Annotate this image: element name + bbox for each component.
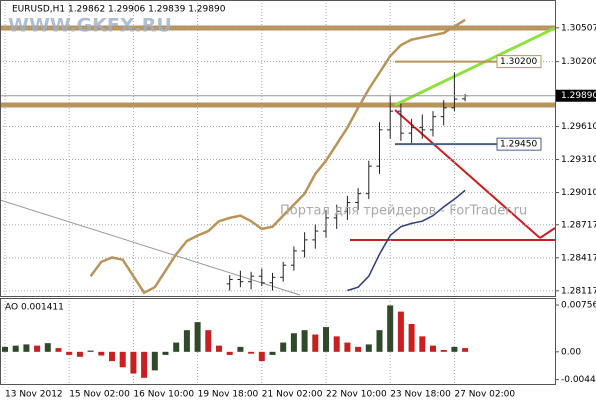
chart-title: EURUSD,H1 1.29862 1.29906 1.29839 1.2989… [12, 5, 226, 15]
trend-line [0, 199, 301, 296]
x-tick-label: 23 Nov 18:00 [390, 390, 451, 400]
y-tick-label: 1.28717 [561, 220, 596, 230]
ao-bar [141, 351, 148, 378]
x-tick-label: 16 Nov 10:00 [133, 390, 194, 400]
ao-bar [194, 322, 201, 352]
y-tick-label: 1.30200 [561, 57, 596, 67]
ao-bar [344, 342, 351, 352]
ao-bar [376, 330, 383, 352]
green-trend-line [394, 26, 556, 107]
ao-bar [355, 346, 362, 352]
y-tick-label: 1.30507 [561, 23, 596, 33]
ao-bar [66, 351, 73, 355]
y-tick-label: 1.28417 [561, 253, 596, 263]
ao-bar [226, 351, 233, 355]
ao-frame [0, 298, 556, 385]
watermark: WWW.GKFX.RU [8, 15, 172, 37]
x-tick-label: 15 Nov 02:00 [69, 390, 130, 400]
ao-bar [55, 348, 62, 352]
ao-bar [44, 343, 51, 352]
ao-bar [430, 345, 436, 352]
ao-bar [2, 346, 8, 352]
red-trend-line [539, 227, 556, 239]
watermark-text: Портал для трейдеров - ForTrader.ru [280, 204, 527, 219]
ao-bar [333, 336, 340, 352]
last-price-box [556, 89, 596, 102]
ao-bar [98, 351, 105, 356]
x-tick-label: 13 Nov 2012 [5, 390, 63, 400]
ao-bar [151, 351, 158, 371]
ao-bar [387, 305, 394, 352]
level-label-box [496, 55, 542, 69]
red-trend-line [394, 109, 541, 239]
ao-bar [12, 345, 19, 352]
y-tick-label: -0.00449 [561, 375, 596, 385]
price-frame [0, 0, 556, 297]
ao-bar [269, 351, 276, 355]
level-label: 1.30200 [500, 57, 537, 67]
y-tick-label: 1.29010 [561, 188, 596, 198]
ao-bar [162, 351, 169, 355]
ao-bar [119, 351, 126, 368]
y-tick-label: 1.29610 [561, 122, 596, 132]
ao-bar [462, 348, 469, 352]
x-tick-label: 21 Nov 02:00 [262, 390, 323, 400]
ao-bar [312, 334, 319, 352]
ao-bar [34, 345, 41, 352]
ao-bar [109, 351, 115, 362]
ao-bar [258, 351, 265, 362]
y-tick-label: 0.007567 [561, 301, 596, 311]
y-tick-label: 0.00 [561, 347, 581, 357]
price-panel [0, 0, 555, 384]
band-line [347, 189, 466, 292]
ao-bar [365, 344, 372, 352]
ao-bar [87, 350, 94, 352]
ao-bar [216, 345, 222, 352]
ao-bar [23, 344, 30, 352]
ao-bar [323, 327, 329, 352]
x-tick-label: 19 Nov 18:00 [198, 390, 259, 400]
ao-bar [440, 349, 447, 352]
ao-bar [280, 342, 287, 352]
ao-bar [290, 333, 297, 352]
x-tick-label: 27 Nov 02:00 [454, 390, 515, 400]
ao-bar [76, 351, 83, 357]
ao-title: AO 0.001411 [5, 303, 64, 313]
ao-bar [237, 346, 244, 352]
ao-bar [248, 351, 255, 354]
level-label-box [496, 137, 542, 151]
x-tick-label: 22 Nov 10:00 [326, 390, 387, 400]
ao-bar [130, 351, 137, 374]
ao-bar [301, 330, 308, 352]
ao-bar [397, 311, 404, 352]
ao-bar [451, 346, 458, 352]
ao-bar [173, 342, 180, 352]
band-line [89, 18, 466, 295]
ao-bar [183, 330, 190, 352]
ao-bar [419, 336, 426, 352]
ao-bar [205, 330, 212, 352]
y-tick-label: 1.29310 [561, 155, 596, 165]
y-tick-label: 1.28117 [561, 286, 596, 296]
level-label: 1.29450 [500, 140, 537, 150]
ao-bar [408, 323, 415, 352]
last-price-label: 1.29890 [561, 91, 596, 101]
